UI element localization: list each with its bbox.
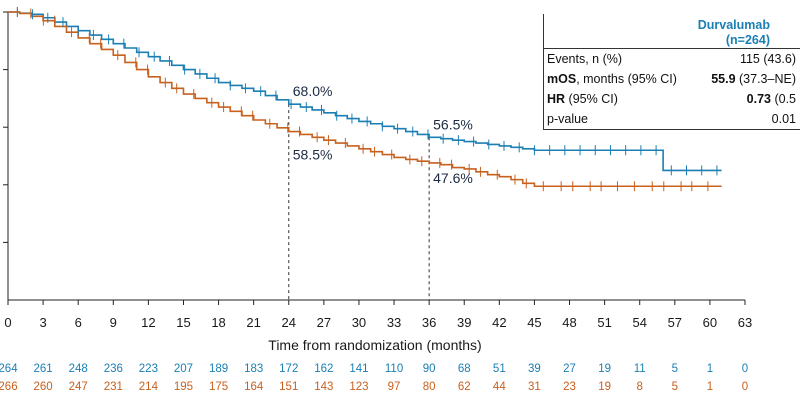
landmark-rate-label: 56.5% bbox=[433, 116, 473, 132]
stats-row-pvalue: p-value 0.01 bbox=[543, 109, 800, 130]
stats-label: HR (95% CI) bbox=[547, 92, 618, 106]
x-tick-label: 15 bbox=[176, 315, 190, 330]
x-tick-label: 51 bbox=[597, 315, 611, 330]
at-risk-value: 261 bbox=[34, 363, 53, 375]
at-risk-value: 162 bbox=[314, 363, 333, 375]
x-tick-label: 18 bbox=[211, 315, 225, 330]
at-risk-value: 19 bbox=[598, 381, 611, 393]
stats-value: 0.73 (0.5 bbox=[746, 92, 796, 106]
stats-value: 55.9 (37.3–NE) bbox=[711, 72, 796, 86]
x-tick-label: 48 bbox=[562, 315, 576, 330]
stats-value: 115 (43.6) bbox=[739, 52, 796, 66]
x-tick-label: 30 bbox=[352, 315, 366, 330]
stats-row-events: Events, n (%) 115 (43.6) bbox=[543, 49, 800, 70]
landmark-rate-label: 68.0% bbox=[293, 83, 333, 99]
at-risk-value: 0 bbox=[742, 381, 748, 393]
x-tick-label: 60 bbox=[703, 315, 717, 330]
x-tick-label: 9 bbox=[110, 315, 117, 330]
at-risk-value: 264 bbox=[0, 363, 18, 375]
censor-marks bbox=[16, 7, 718, 192]
at-risk-value: 195 bbox=[174, 381, 193, 393]
at-risk-value: 97 bbox=[388, 381, 401, 393]
at-risk-value: 214 bbox=[139, 381, 159, 393]
survival-curve-line bbox=[8, 11, 722, 188]
at-risk-value: 0 bbox=[742, 363, 748, 375]
stats-header-row: Durvalumab (n=264) bbox=[543, 14, 800, 49]
at-risk-value: 1 bbox=[707, 381, 713, 393]
x-tick-labels: 0 3 6 9 12 15 18 21 24 27 30 33 36 39 42 45 48 51 54 57 60 63 bbox=[4, 315, 752, 330]
x-tick-label: 21 bbox=[246, 315, 260, 330]
at-risk-value: 236 bbox=[104, 363, 123, 375]
x-tick-label: 27 bbox=[317, 315, 331, 330]
x-tick-label: 36 bbox=[422, 315, 436, 330]
at-risk-value: 110 bbox=[385, 363, 403, 375]
at-risk-value: 5 bbox=[672, 363, 678, 375]
at-risk-value: 90 bbox=[423, 363, 436, 375]
x-tick-label: 57 bbox=[668, 315, 682, 330]
at-risk-value: 247 bbox=[69, 381, 88, 393]
at-risk-value: 175 bbox=[209, 381, 228, 393]
at-risk-value: 51 bbox=[493, 363, 506, 375]
stats-row-mos: mOS, months (95% CI) 55.9 (37.3–NE) bbox=[543, 69, 800, 89]
at-risk-value: 231 bbox=[104, 381, 123, 393]
stats-row-hr: HR (95% CI) 0.73 (0.5 bbox=[543, 89, 800, 109]
at-risk-value: 44 bbox=[493, 381, 506, 393]
at-risk-value: 207 bbox=[174, 363, 193, 375]
x-tick-label: 54 bbox=[632, 315, 646, 330]
chart-axes bbox=[3, 11, 746, 305]
x-axis-title: Time from randomization (months) bbox=[268, 337, 481, 353]
stats-label: p-value bbox=[543, 109, 698, 130]
at-risk-value: 80 bbox=[423, 381, 436, 393]
stats-header-cell: Durvalumab (n=264) bbox=[543, 14, 800, 49]
at-risk-value: 62 bbox=[458, 381, 471, 393]
reference-lines bbox=[288, 104, 430, 300]
at-risk-value: 172 bbox=[279, 363, 298, 375]
x-tick-label: 33 bbox=[387, 315, 401, 330]
at-risk-value: 248 bbox=[69, 363, 88, 375]
at-risk-value: 151 bbox=[279, 381, 298, 393]
annotations: 68.0% 58.5% 56.5% 47.6% bbox=[293, 83, 473, 186]
at-risk-value: 189 bbox=[209, 363, 228, 375]
landmark-rate-label: 47.6% bbox=[433, 170, 473, 186]
at-risk-value: 141 bbox=[349, 363, 368, 375]
at-risk-value: 260 bbox=[34, 381, 53, 393]
x-tick-label: 12 bbox=[141, 315, 155, 330]
at-risk-value: 23 bbox=[563, 381, 576, 393]
at-risk-value: 31 bbox=[528, 381, 541, 393]
at-risk-value: 5 bbox=[672, 381, 678, 393]
at-risk-value: 143 bbox=[314, 381, 333, 393]
stats-label: mOS, months (95% CI) bbox=[547, 72, 677, 86]
at-risk-table: 264 261 248 236 223 207 189 183 172 162 141 110 90 68… bbox=[0, 363, 748, 393]
at-risk-value: 223 bbox=[139, 363, 158, 375]
at-risk-value: 8 bbox=[637, 381, 643, 393]
at-risk-value: 39 bbox=[528, 363, 541, 375]
x-tick-label: 6 bbox=[75, 315, 82, 330]
at-risk-value: 266 bbox=[0, 381, 18, 393]
x-tick-label: 39 bbox=[457, 315, 471, 330]
stats-label: Events, n (%) bbox=[547, 52, 623, 66]
at-risk-value: 19 bbox=[598, 363, 611, 375]
stats-value: 0.01 bbox=[697, 109, 800, 130]
stats-header-n: (n=264) bbox=[725, 33, 770, 47]
x-tick-label: 24 bbox=[282, 315, 296, 330]
at-risk-value: 68 bbox=[458, 363, 471, 375]
statistics-table: Durvalumab (n=264) Events, n (%) 115 (43… bbox=[543, 14, 800, 130]
x-tick-label: 63 bbox=[738, 315, 752, 330]
x-tick-label: 0 bbox=[4, 315, 11, 330]
x-tick-label: 42 bbox=[492, 315, 506, 330]
at-risk-value: 27 bbox=[563, 363, 576, 375]
x-tick-label: 3 bbox=[39, 315, 46, 330]
x-tick-label: 45 bbox=[527, 315, 541, 330]
stats-header-arm: Durvalumab bbox=[697, 18, 770, 32]
at-risk-value: 164 bbox=[244, 381, 264, 393]
landmark-rate-label: 58.5% bbox=[293, 147, 333, 163]
at-risk-value: 183 bbox=[244, 363, 263, 375]
at-risk-value: 123 bbox=[349, 381, 368, 393]
at-risk-value: 1 bbox=[707, 363, 713, 375]
table-left-border bbox=[543, 14, 544, 129]
at-risk-value: 11 bbox=[634, 363, 646, 375]
